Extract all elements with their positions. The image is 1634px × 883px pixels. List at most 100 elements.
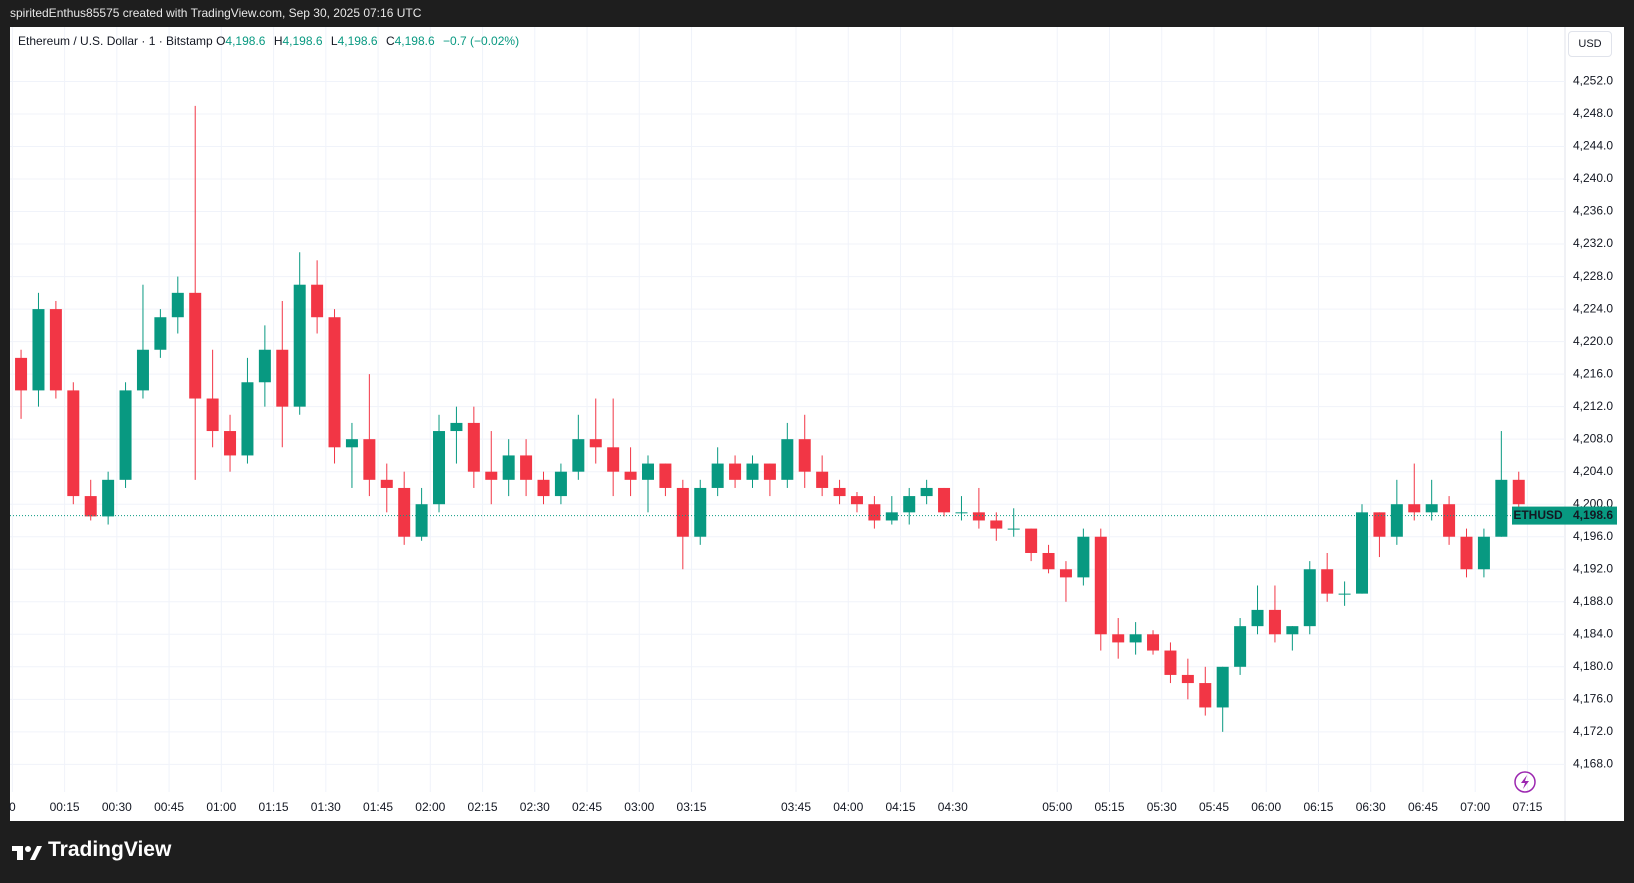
legend-value: 4,198.6	[225, 34, 266, 48]
x-tick-label: 04:30	[938, 800, 968, 814]
candle-body	[589, 439, 602, 448]
y-tick-label: 4,208.0	[1573, 431, 1613, 445]
legend-change: −0.7 (−0.02%)	[443, 34, 520, 48]
candle-body	[1356, 512, 1369, 594]
y-tick-label: 4,196.0	[1573, 529, 1613, 543]
x-tick-label: 01:30	[311, 800, 341, 814]
y-tick-label: 4,192.0	[1573, 561, 1613, 575]
legend-key: H	[273, 34, 283, 48]
candle-body	[363, 439, 376, 480]
candle-body	[276, 349, 289, 407]
candle-body	[1303, 569, 1316, 627]
x-tick-label: 01:00	[206, 800, 236, 814]
x-tick-label: 03:00	[624, 800, 654, 814]
candle-body	[1164, 650, 1177, 675]
candle-body	[659, 463, 672, 488]
y-tick-label: 4,244.0	[1573, 139, 1613, 153]
y-tick-label: 4,228.0	[1573, 269, 1613, 283]
y-tick-label: 4,204.0	[1573, 464, 1613, 478]
candle-body	[1321, 569, 1334, 594]
candle-body	[1408, 504, 1421, 513]
candle-body	[607, 447, 620, 472]
candle-body	[572, 439, 585, 472]
y-tick-label: 4,180.0	[1573, 659, 1613, 673]
x-tick-label: 06:00	[1251, 800, 1281, 814]
candle-body	[1112, 634, 1125, 643]
candle-body	[972, 512, 985, 521]
candle-body	[1495, 479, 1508, 537]
candle-body	[380, 479, 393, 488]
candle-body	[1338, 593, 1351, 595]
lightning-icon	[1514, 771, 1536, 793]
candle-body	[798, 439, 811, 472]
candle-body	[433, 431, 446, 505]
y-tick-label: 4,216.0	[1573, 366, 1613, 380]
candle-body	[1094, 536, 1107, 635]
x-tick-label: 06:30	[1356, 800, 1386, 814]
candle-body	[102, 479, 115, 517]
candle-body	[833, 487, 846, 497]
y-tick-label: 4,188.0	[1573, 594, 1613, 608]
x-tick-label: 02:00	[415, 800, 445, 814]
candle-body	[1007, 528, 1020, 530]
candle-body	[206, 398, 219, 432]
candle-body	[32, 309, 45, 391]
candle-body	[1443, 504, 1456, 537]
legend-key: C	[385, 34, 395, 48]
candle-body	[241, 382, 254, 456]
candle-body	[189, 292, 202, 399]
candle-body	[1025, 528, 1038, 553]
candle-body	[311, 284, 324, 318]
x-tick-label: 07:15	[1512, 800, 1542, 814]
last-price-label: 4,198.6	[1573, 508, 1613, 522]
currency-button[interactable]: USD	[1568, 31, 1612, 57]
candle-body	[136, 349, 149, 391]
logo-mark	[12, 846, 42, 860]
candle-body	[293, 284, 306, 407]
candle-body	[694, 487, 707, 537]
candle-body	[885, 512, 898, 521]
candle-body	[781, 439, 794, 480]
candle-body	[171, 292, 184, 318]
candle-body	[1425, 504, 1438, 513]
legend-value: 4,198.6	[394, 34, 435, 48]
candle-body	[485, 471, 498, 480]
candle-body	[903, 496, 916, 513]
candle-body	[1234, 626, 1247, 667]
axes: 4,168.0 4,172.0 4,176.0 4,180.0 4,184.0 4,188…	[9, 74, 1617, 814]
candle-body	[711, 463, 724, 488]
y-tick-label: 4,224.0	[1573, 301, 1613, 315]
symbol-tag	[1512, 506, 1565, 525]
x-tick-label: 01:15	[259, 800, 289, 814]
candle-body	[1181, 674, 1194, 684]
x-tick-label: 06:45	[1408, 800, 1438, 814]
x-tick-label: 05:30	[1147, 800, 1177, 814]
candle-body	[1077, 536, 1090, 578]
candle-body	[729, 463, 742, 480]
candles	[15, 105, 1543, 732]
x-tick-label: 00:15	[50, 800, 80, 814]
candle-body	[467, 422, 480, 472]
candle-body	[1129, 634, 1142, 643]
candle-body	[1373, 512, 1386, 537]
y-tick-label: 4,248.0	[1573, 106, 1613, 120]
y-tick-label: 4,240.0	[1573, 171, 1613, 185]
candle-body	[1390, 504, 1403, 537]
symbol-title: Ethereum / U.S. Dollar · 1 · Bitstamp	[18, 34, 213, 48]
candle-body	[415, 504, 428, 537]
y-tick-label: 4,184.0	[1573, 626, 1613, 640]
x-tick-label: 04:00	[833, 800, 863, 814]
y-tick-label: 4,212.0	[1573, 399, 1613, 413]
x-tick-label: 0	[9, 800, 16, 814]
x-tick-label: 02:30	[520, 800, 550, 814]
last-price-tag	[1565, 506, 1617, 525]
candle-body	[920, 487, 933, 497]
x-tick-label: 05:45	[1199, 800, 1229, 814]
y-tick-label: 4,176.0	[1573, 691, 1613, 705]
legend: Ethereum / U.S. Dollar · 1 · Bitstamp O4…	[18, 34, 524, 48]
candle-body	[84, 496, 97, 517]
candle-body	[119, 390, 132, 480]
candle-body	[938, 487, 951, 513]
candle-body	[398, 487, 411, 537]
